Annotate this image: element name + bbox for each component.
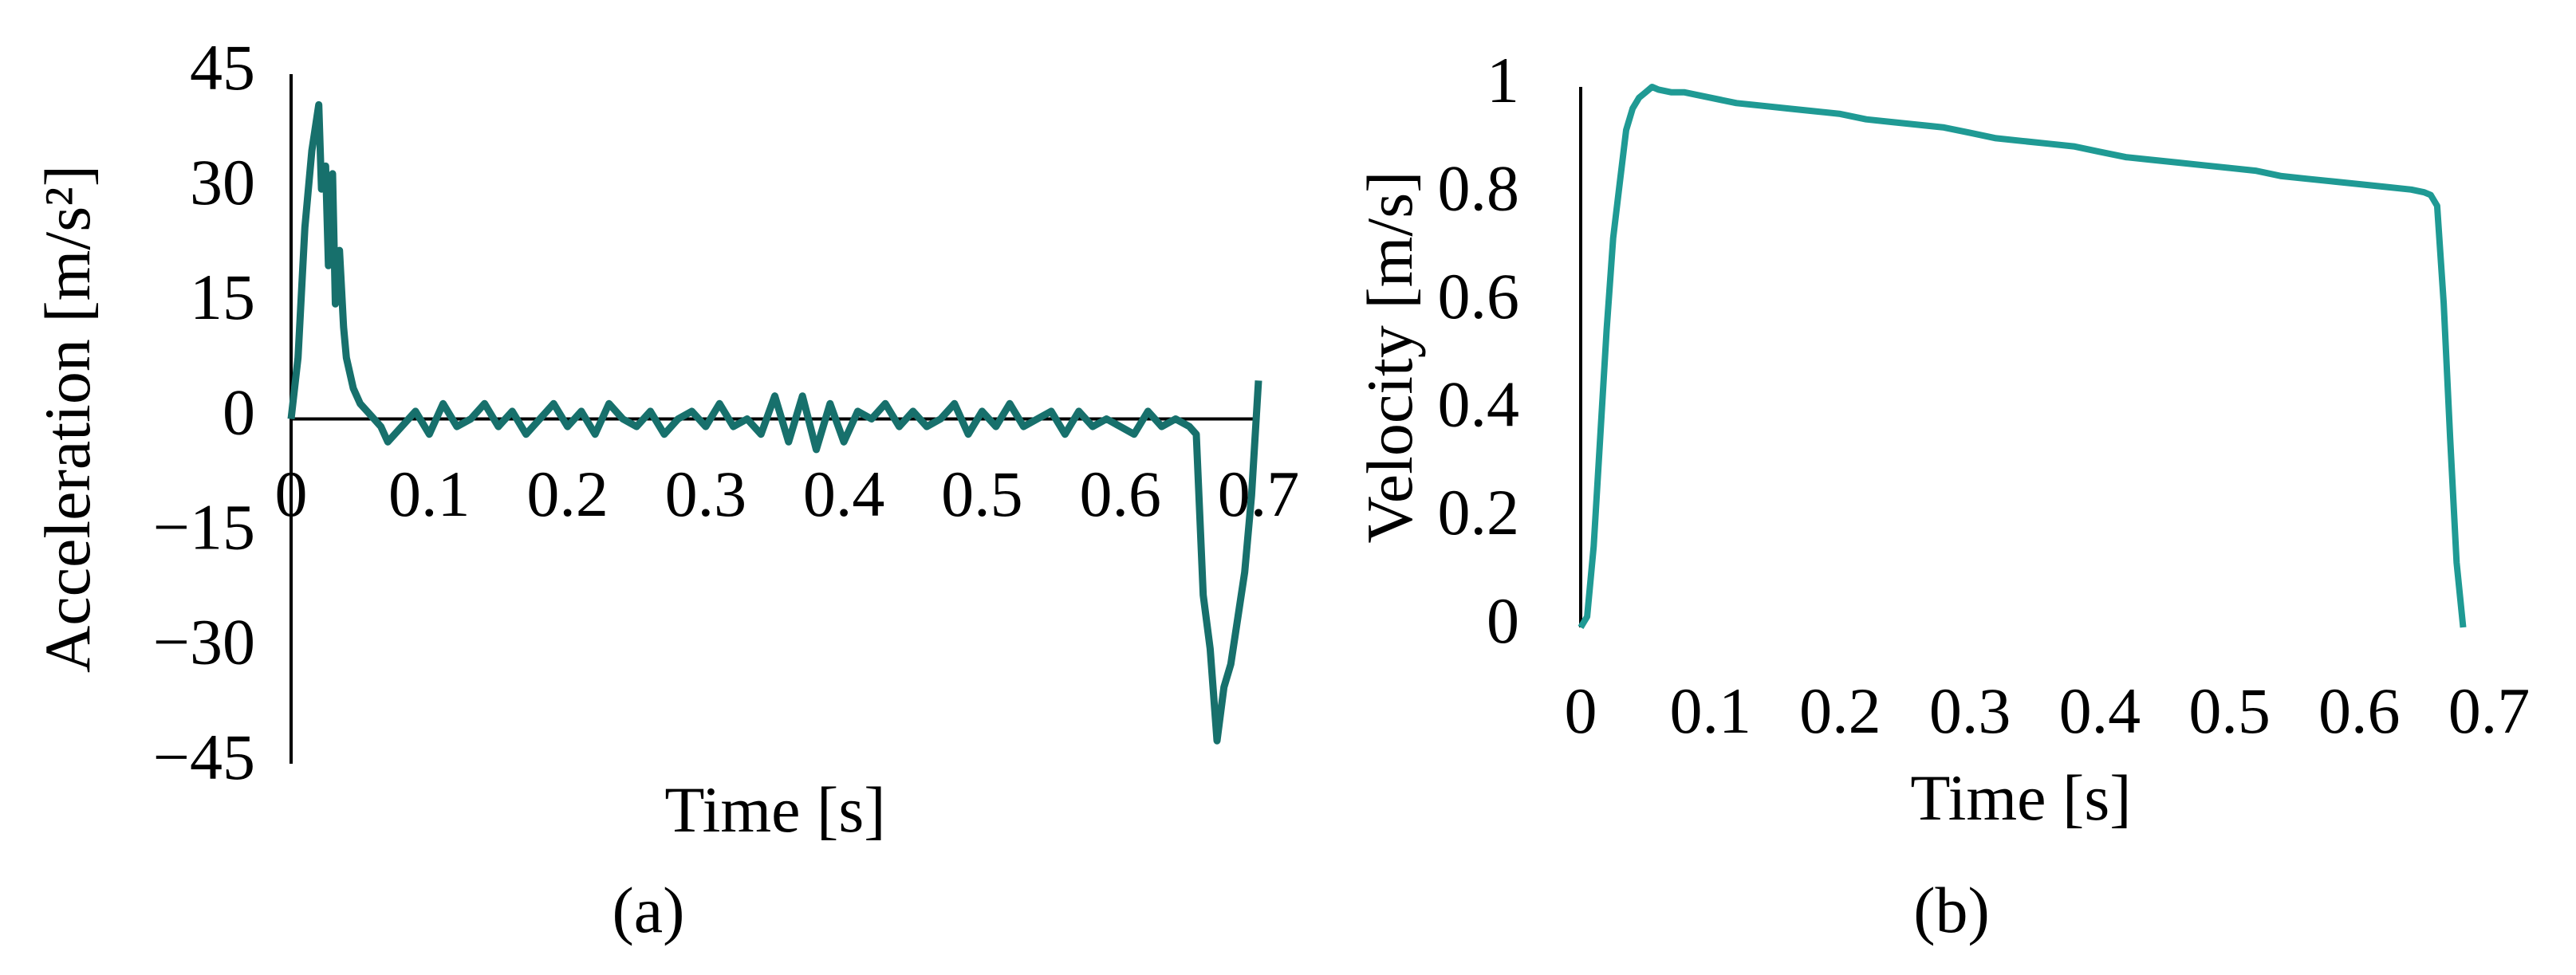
data-line [287,100,1262,745]
panel-caption: (b) [1913,874,1990,946]
data-line [1578,84,2467,630]
y-tick-label: 0.2 [1438,476,1520,548]
x-axis-title: Time [s] [1910,761,2131,834]
x-tick-label: 0.6 [2318,674,2401,747]
y-tick-label: 30 [190,146,255,218]
x-tick-label: 0.4 [2059,674,2141,747]
x-axis-title: Time [s] [664,773,885,846]
y-tick-label: 0.6 [1438,260,1520,332]
y-tick-label: −45 [153,721,255,793]
y-tick-label: 0.4 [1438,368,1520,441]
y-axis-title: Acceleration [m/s²] [31,165,104,673]
panel-caption: (a) [612,874,684,946]
y-tick-label: 0 [223,375,255,448]
x-tick-label: 0.5 [2188,674,2271,747]
y-tick-label: −30 [153,606,255,678]
y-tick-label: 1 [1487,44,1519,116]
y-tick-label: 0 [1487,584,1519,657]
y-tick-label: −15 [153,490,255,563]
y-tick-label: 0.8 [1438,151,1520,224]
x-tick-label: 0.5 [941,458,1023,530]
x-tick-label: 0.1 [1669,674,1751,747]
x-tick-label: 0.2 [526,458,609,530]
y-tick-label: 45 [190,31,255,104]
x-tick-label: 0.3 [1929,674,2011,747]
x-tick-label: 0.7 [2448,674,2531,747]
y-tick-label: 15 [190,261,255,333]
y-axis-title: Velocity [m/s] [1353,171,1426,544]
x-tick-label: 0.4 [803,458,885,530]
x-tick-label: 0.3 [665,458,747,530]
x-tick-label: 0.6 [1079,458,1161,530]
x-tick-label: 0.2 [1799,674,1881,747]
x-tick-label: 0.7 [1218,458,1300,530]
x-tick-label: 0 [1565,674,1597,747]
x-tick-label: 0.1 [388,458,471,530]
